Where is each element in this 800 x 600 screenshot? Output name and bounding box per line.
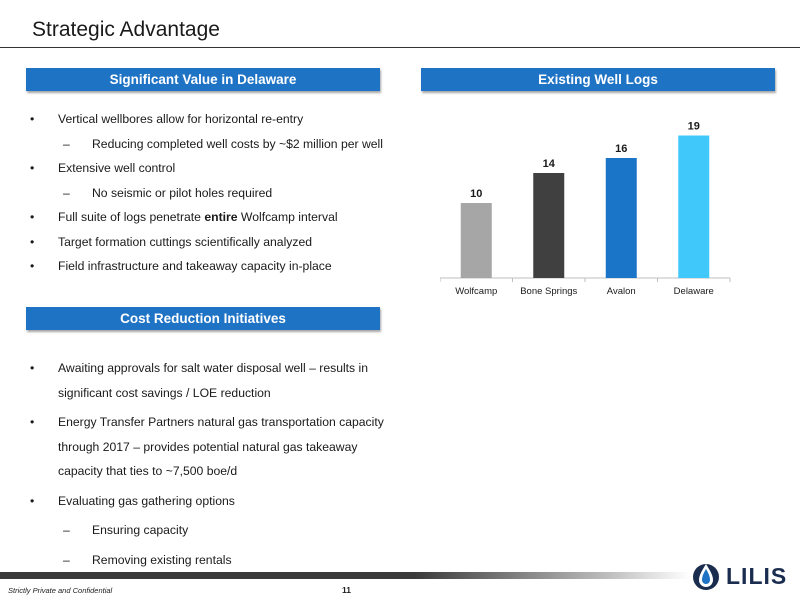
- section-header-well-logs: Existing Well Logs: [421, 68, 775, 91]
- list-item: Vertical wellbores allow for horizontal …: [26, 107, 386, 132]
- list-item-text: Removing existing rentals: [92, 552, 232, 567]
- list-item: Evaluating gas gathering options: [26, 489, 386, 514]
- list-item: Energy Transfer Partners natural gas tra…: [26, 410, 386, 484]
- list-item-text: Energy Transfer Partners natural gas tra…: [58, 415, 384, 478]
- list-item-text: Extensive well control: [58, 161, 176, 175]
- footer-bar: [0, 572, 690, 579]
- list-item-text: Evaluating gas gathering options: [58, 493, 235, 508]
- bar-wolfcamp: [460, 203, 492, 278]
- logo-text: LILIS: [726, 562, 788, 589]
- list-item: Ensuring capacity: [26, 518, 386, 543]
- water-drop-icon: [693, 564, 719, 590]
- bar-bone-springs: [533, 173, 565, 278]
- page-title: Strategic Advantage: [32, 18, 220, 41]
- company-logo: LILIS: [692, 560, 787, 592]
- list-item: Full suite of logs penetrate entire Wolf…: [26, 205, 386, 230]
- list-item-text: No seismic or pilot holes required: [92, 185, 273, 200]
- bar-value-label: 16: [615, 143, 627, 155]
- value-bullet-list: Vertical wellbores allow for horizontal …: [26, 107, 386, 279]
- list-item-text: Vertical wellbores allow for horizontal …: [58, 112, 304, 126]
- list-item-text: Awaiting approvals for salt water dispos…: [58, 361, 369, 400]
- list-item: Removing existing rentals: [26, 548, 386, 573]
- list-item: Reducing completed well costs by ~$2 mil…: [26, 132, 386, 157]
- list-item-emphasis: entire: [204, 210, 238, 224]
- section-header-cost: Cost Reduction Initiatives: [26, 307, 380, 330]
- bar-value-label: 10: [470, 188, 482, 200]
- list-item: No seismic or pilot holes required: [26, 181, 386, 206]
- list-item-text: Wolfcamp interval: [237, 210, 338, 224]
- bar-avalon: [605, 158, 637, 278]
- confidential-note: Strictly Private and Confidential: [8, 586, 113, 595]
- list-item: Extensive well control: [26, 156, 386, 181]
- list-item: Field infrastructure and takeaway capaci…: [26, 254, 386, 279]
- page-number: 11: [342, 585, 351, 595]
- well-logs-bar-chart: 10 Wolfcamp 14 Bone Springs 16 Avalon 19 Delawa…: [440, 121, 731, 297]
- bar-value-label: 14: [543, 158, 556, 170]
- x-tick-label: Avalon: [607, 286, 636, 297]
- x-tick-label: Delaware: [674, 286, 714, 297]
- title-divider: [0, 47, 800, 48]
- cost-bullet-list: Awaiting approvals for salt water dispos…: [26, 356, 386, 577]
- x-tick-label: Wolfcamp: [455, 286, 497, 297]
- list-item: Target formation cuttings scientifically…: [26, 230, 386, 255]
- x-tick-label: Bone Springs: [520, 286, 577, 297]
- list-item: Awaiting approvals for salt water dispos…: [26, 356, 386, 405]
- bar-value-label: 19: [688, 121, 700, 133]
- list-item-text: Field infrastructure and takeaway capaci…: [58, 259, 332, 273]
- list-item-text: Full suite of logs penetrate: [58, 210, 205, 224]
- section-header-value: Significant Value in Delaware: [26, 68, 380, 91]
- bar-delaware: [678, 135, 710, 278]
- list-item-text: Reducing completed well costs by ~$2 mil…: [92, 136, 383, 151]
- list-item-text: Ensuring capacity: [92, 523, 189, 537]
- list-item-text: Target formation cuttings scientifically…: [58, 234, 313, 249]
